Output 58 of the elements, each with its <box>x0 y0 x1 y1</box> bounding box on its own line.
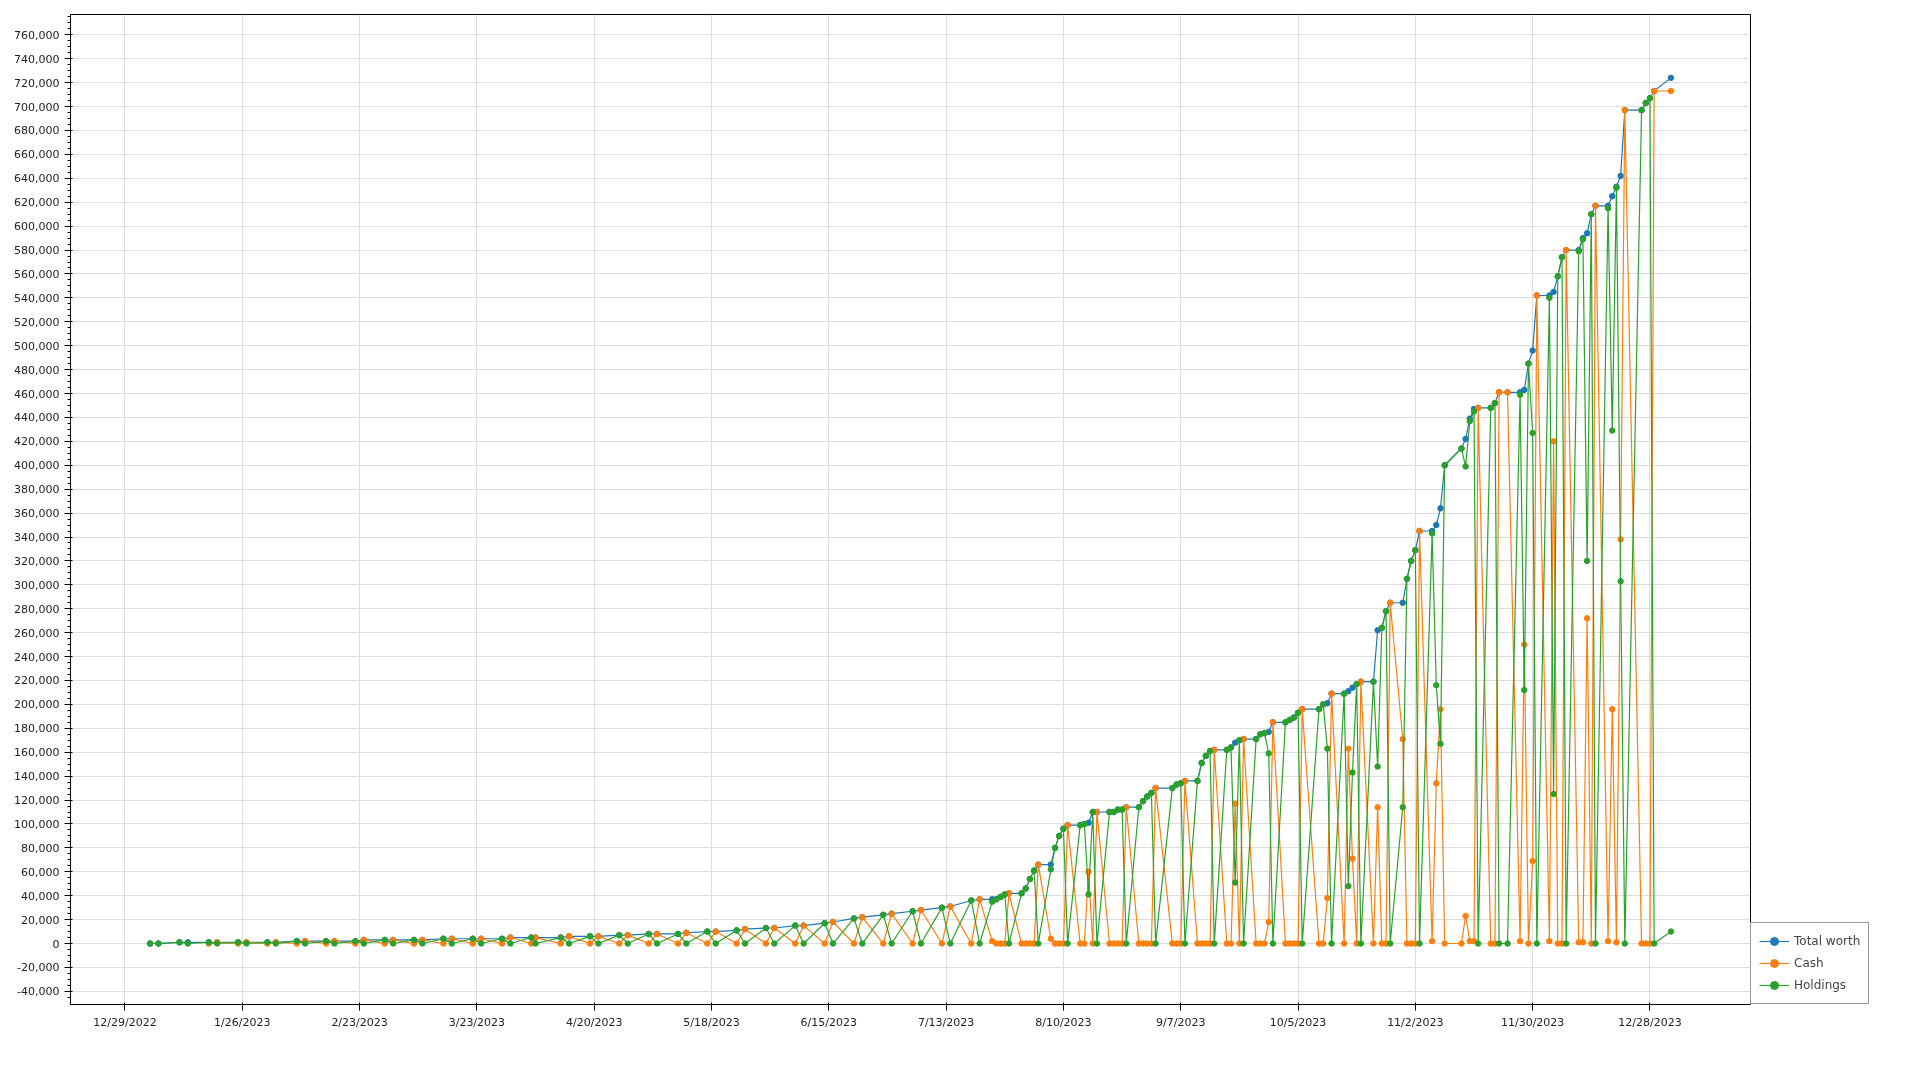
y-tick-label: 120,000 <box>14 794 60 808</box>
y-tick-label: 320,000 <box>14 554 60 568</box>
y-tick-label: 760,000 <box>14 28 60 42</box>
y-tick-label: 540,000 <box>14 291 60 305</box>
y-tick-label: 480,000 <box>14 363 60 377</box>
y-tick-label: 720,000 <box>14 76 60 90</box>
x-tick-label: 10/5/2023 <box>1269 1015 1327 1029</box>
x-tick-label: 5/18/2023 <box>683 1015 740 1029</box>
y-tick-label: 20,000 <box>21 913 60 927</box>
y-tick-label: 700,000 <box>14 100 60 114</box>
y-tick-label: 740,000 <box>14 52 60 66</box>
x-tick-label: 7/13/2023 <box>917 1015 975 1029</box>
y-tick-label: 640,000 <box>14 172 60 186</box>
x-tick-label: 12/28/2023 <box>1618 1015 1682 1029</box>
y-tick-label: 420,000 <box>14 435 60 449</box>
x-tick-label: 1/26/2023 <box>214 1015 271 1029</box>
y-tick-label: 60,000 <box>21 865 60 879</box>
y-tick-label: 260,000 <box>14 626 60 640</box>
x-tick-label: 12/29/2022 <box>93 1015 157 1029</box>
y-tick-label: 160,000 <box>14 746 60 760</box>
y-tick-label: 300,000 <box>14 578 60 592</box>
y-tick-label: -40,000 <box>17 985 60 999</box>
y-tick-label: 680,000 <box>14 124 60 138</box>
x-tick-label: 4/20/2023 <box>565 1015 623 1029</box>
legend-label: Cash <box>1794 956 1824 970</box>
y-tick-label: 460,000 <box>14 387 60 401</box>
y-tick-label: 520,000 <box>14 315 60 329</box>
y-tick-label: 440,000 <box>14 411 60 425</box>
legend-label: Holdings <box>1794 978 1847 992</box>
x-tick-label: 8/10/2023 <box>1035 1015 1092 1029</box>
y-tick-label: 600,000 <box>14 220 60 234</box>
x-tick-label: 11/2/2023 <box>1387 1015 1444 1029</box>
legend-label: Total worth <box>1794 934 1861 948</box>
y-tick-label: 40,000 <box>21 889 60 903</box>
x-tick-label: 6/15/2023 <box>800 1015 858 1029</box>
y-tick-label: 340,000 <box>14 531 60 544</box>
y-tick-label: 500,000 <box>14 339 60 353</box>
y-tick-label: 220,000 <box>14 674 60 688</box>
x-tick-label: 3/23/2023 <box>448 1015 506 1029</box>
y-tick-label: 400,000 <box>14 459 60 473</box>
y-tick-label: 100,000 <box>14 817 60 831</box>
y-tick-label: 0 <box>52 937 60 951</box>
y-tick-label: 660,000 <box>14 148 60 162</box>
y-tick-label: 200,000 <box>14 698 60 712</box>
y-tick-label: 280,000 <box>14 602 60 616</box>
y-tick-label: 380,000 <box>14 483 60 497</box>
y-tick-label: 240,000 <box>14 650 60 664</box>
y-tick-label: 580,000 <box>14 244 60 258</box>
y-tick-label: 620,000 <box>14 196 60 210</box>
x-tick-label: 2/23/2023 <box>331 1015 388 1029</box>
y-tick-label: 80,000 <box>21 841 60 855</box>
y-tick-label: 140,000 <box>14 770 60 784</box>
x-tick-label: 9/7/2023 <box>1156 1015 1206 1029</box>
x-tick-label: 11/30/2023 <box>1500 1015 1565 1029</box>
y-tick-label: 560,000 <box>14 267 60 281</box>
y-tick-label: -20,000 <box>17 961 60 975</box>
y-tick-label: 180,000 <box>14 722 60 736</box>
y-tick-label: 360,000 <box>14 507 60 521</box>
